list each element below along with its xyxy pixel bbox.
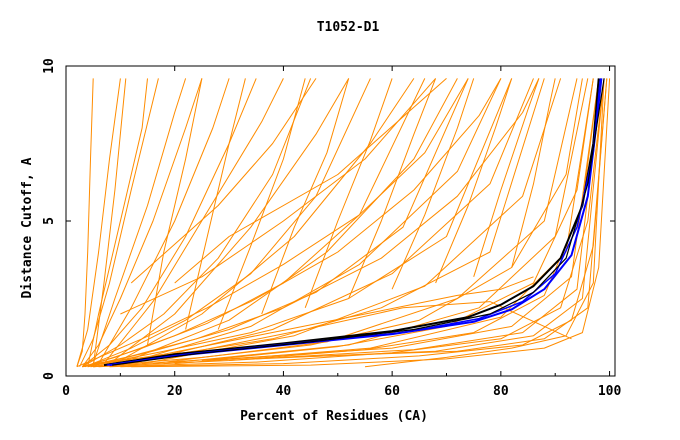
y-tick-label: 5	[42, 217, 57, 225]
series-line-12	[93, 78, 583, 368]
chart-title: T1052-D1	[317, 20, 380, 35]
series-line-44	[473, 78, 540, 277]
series-line-22	[109, 78, 350, 364]
x-tick-label: 60	[384, 384, 400, 399]
series-line-15	[109, 78, 605, 368]
series-line-31	[201, 78, 600, 361]
series-line-20	[98, 78, 230, 364]
y-axis-label: Distance Cutoff, A	[20, 157, 35, 298]
series-line-6	[82, 78, 312, 368]
series-line-49	[82, 276, 534, 368]
series-line-10	[87, 78, 513, 368]
series-line-40	[304, 78, 393, 308]
series-line-27	[142, 78, 562, 365]
series-line-1	[76, 78, 94, 367]
series-line-39	[261, 78, 350, 315]
x-tick-label: 40	[276, 384, 292, 399]
series-line-26	[131, 78, 534, 365]
series-line-43	[435, 78, 513, 284]
series-line-45	[511, 78, 556, 268]
tick-layer: 0 20 40 60 80 100 0 5 10	[42, 58, 621, 399]
series-line-13	[93, 78, 594, 368]
series-line-47	[130, 78, 317, 284]
series-line-46	[120, 78, 436, 315]
series-line-58	[112, 78, 605, 366]
series-line-9	[87, 78, 469, 368]
y-tick-label: 0	[42, 372, 57, 380]
series-line-5	[81, 78, 257, 368]
series-line-37	[185, 78, 246, 330]
series-layer	[76, 78, 611, 368]
series-line-2	[76, 78, 121, 367]
series-line-34	[283, 78, 608, 358]
series-line-38	[217, 78, 306, 330]
series-line-25	[125, 78, 502, 365]
series-line-7	[84, 78, 371, 368]
series-line-18	[87, 78, 148, 367]
series-line-51	[364, 78, 605, 368]
series-line-42	[391, 78, 475, 290]
series-line-28	[152, 78, 578, 365]
series-line-24	[120, 78, 458, 365]
series-line-41	[348, 78, 437, 299]
series-line-32	[229, 78, 602, 361]
y-tick-label: 10	[42, 58, 57, 74]
series-line-53	[82, 78, 502, 368]
series-line-35	[92, 78, 127, 367]
series-line-54	[82, 78, 540, 368]
x-tick-label: 100	[598, 384, 622, 399]
x-tick-label: 80	[493, 384, 509, 399]
series-line-4	[81, 78, 203, 368]
series-line-36	[147, 78, 203, 346]
series-line-52	[76, 78, 469, 368]
series-line-3	[79, 78, 159, 367]
x-axis-label: Percent of Residues (CA)	[240, 409, 428, 424]
series-line-17	[131, 78, 611, 368]
x-tick-label: 20	[167, 384, 183, 399]
series-line-23	[114, 78, 415, 365]
series-line-21	[103, 78, 284, 364]
series-line-19	[92, 78, 187, 364]
plot-frame	[65, 65, 616, 377]
series-line-48	[174, 78, 447, 284]
x-tick-label: 0	[62, 384, 70, 399]
series-line-29	[163, 78, 589, 365]
